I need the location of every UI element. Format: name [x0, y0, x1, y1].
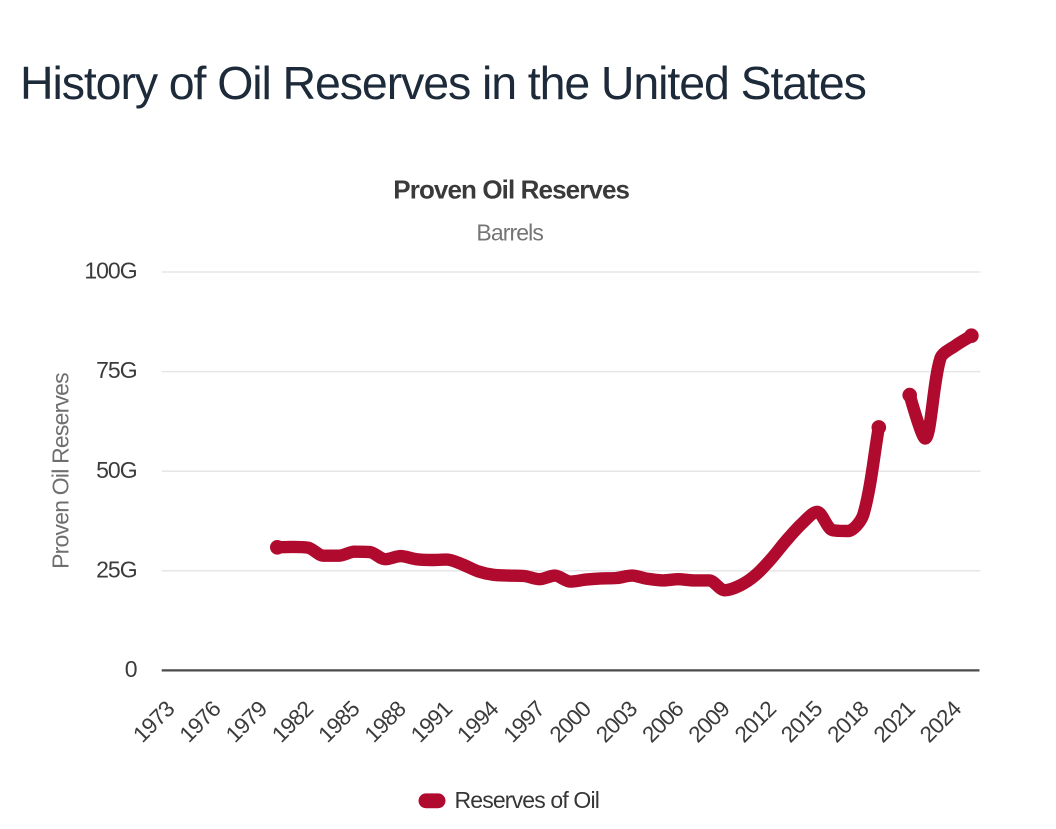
svg-text:2012: 2012: [730, 696, 781, 747]
svg-text:0: 0: [125, 656, 137, 682]
svg-text:1994: 1994: [452, 696, 503, 747]
svg-text:Proven Oil Reserves: Proven Oil Reserves: [393, 174, 629, 204]
svg-text:Barrels: Barrels: [476, 220, 543, 246]
svg-text:75G: 75G: [96, 357, 137, 383]
svg-text:Reserves of Oil: Reserves of Oil: [455, 787, 599, 813]
svg-text:1991: 1991: [406, 696, 457, 747]
svg-text:2000: 2000: [545, 696, 596, 747]
svg-text:2009: 2009: [684, 696, 735, 747]
svg-text:2021: 2021: [869, 696, 920, 747]
svg-text:50G: 50G: [96, 457, 137, 483]
svg-text:1997: 1997: [498, 696, 549, 747]
svg-text:25G: 25G: [96, 556, 137, 582]
svg-text:Proven Oil Reserves: Proven Oil Reserves: [47, 373, 73, 569]
svg-text:2003: 2003: [591, 696, 642, 747]
svg-text:1976: 1976: [175, 696, 226, 747]
svg-text:2024: 2024: [915, 696, 966, 747]
svg-text:2015: 2015: [776, 696, 827, 747]
svg-text:100G: 100G: [84, 258, 136, 284]
svg-text:1979: 1979: [221, 696, 272, 747]
svg-text:1982: 1982: [267, 696, 318, 747]
svg-text:1973: 1973: [128, 696, 179, 747]
svg-text:2006: 2006: [637, 696, 688, 747]
svg-text:1988: 1988: [360, 696, 411, 747]
svg-text:2018: 2018: [822, 696, 873, 747]
svg-text:1985: 1985: [313, 696, 364, 747]
